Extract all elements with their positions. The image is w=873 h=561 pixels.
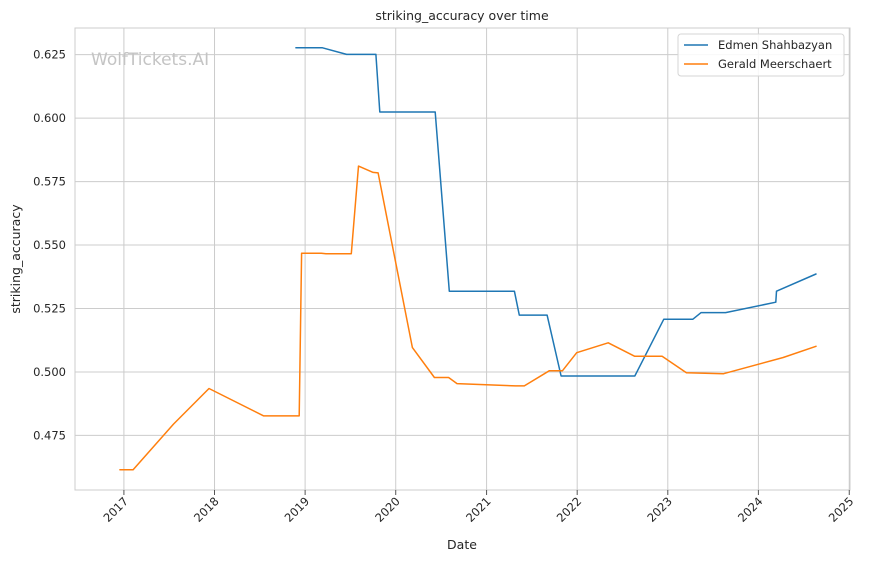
series-line-edmen-shahbazyan [295,47,817,377]
series-lines [119,47,817,471]
y-axis-ticks: 0.475 0.500 0.525 0.550 0.575 0.600 0.625 [33,48,66,443]
y-tick-label: 0.600 [33,111,66,125]
legend-label-edmen: Edmen Shahbazyan [718,38,832,52]
y-tick-label: 0.525 [33,302,66,316]
y-tick-label: 0.500 [33,365,66,379]
series-line-gerald-meerschaert [119,165,817,471]
plot-frame [74,27,851,491]
y-axis-title: striking_accuracy [8,204,23,314]
grid-lines [75,28,850,490]
y-tick-label: 0.475 [33,428,66,442]
chart-title: striking_accuracy over time [375,8,549,23]
legend-box [677,33,845,77]
watermark: WolfTickets.AI [91,50,209,70]
legend: Edmen Shahbazyan Gerald Meerschaert [677,33,845,77]
y-tick-label: 0.550 [33,238,66,252]
y-tick-label: 0.575 [33,175,66,189]
x-axis-title: Date [447,537,477,552]
legend-label-gerald: Gerald Meerschaert [718,57,832,71]
y-tick-label: 0.625 [33,48,66,62]
